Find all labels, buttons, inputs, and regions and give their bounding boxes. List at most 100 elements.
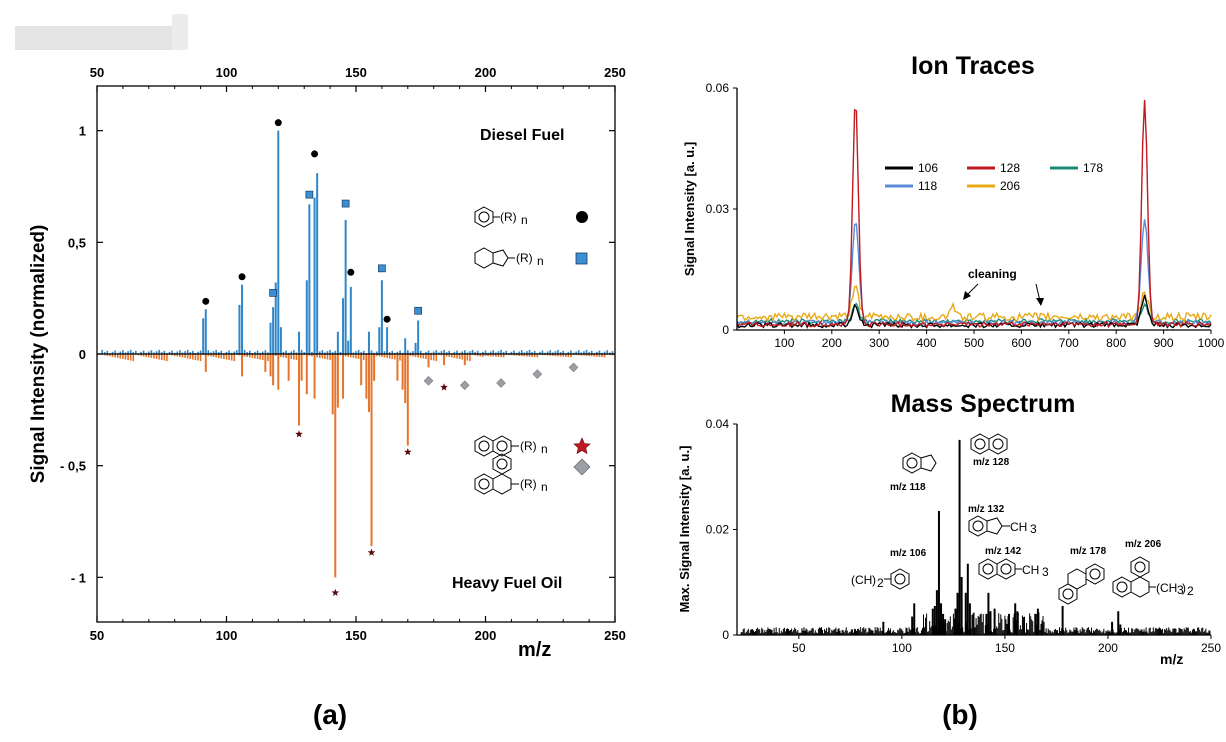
x-tick-label: 700 bbox=[1059, 336, 1079, 350]
y-tick-label: 0.04 bbox=[706, 417, 730, 431]
x-tick-label: 100 bbox=[774, 336, 794, 350]
x-tick-label: 200 bbox=[1098, 641, 1118, 655]
annotation-heavy-fuel-oil: Heavy Fuel Oil bbox=[452, 575, 562, 592]
square-marker bbox=[341, 199, 350, 208]
legend-phenanthrene-label: (R) bbox=[520, 477, 537, 491]
x-tick-label: 800 bbox=[1106, 336, 1126, 350]
x-tick-label-bottom: 250 bbox=[604, 628, 626, 643]
ion-traces-ylabel: Signal Intensity [a. u.] bbox=[682, 142, 697, 276]
ms-label-106: m/z 106 bbox=[890, 548, 927, 559]
ms-ch32-106: (CH bbox=[851, 573, 872, 587]
legend-naphthalene-sub: n bbox=[541, 442, 548, 456]
legend-benzene-sub: n bbox=[521, 213, 528, 227]
diamond-marker bbox=[568, 362, 579, 373]
legend-label-178: 178 bbox=[1083, 161, 1103, 175]
legend-label-128: 128 bbox=[1000, 161, 1020, 175]
panel-a-ticks: 50 50 100 100 150 150 200 200 250 250 1 0,5 0 - 0,5 - … bbox=[60, 65, 626, 643]
x-tick-label-bottom: 50 bbox=[90, 628, 104, 643]
mass-spectrum-ticks: 50 100 150 200 250 0 0.02 0.04 bbox=[706, 417, 1222, 655]
legend-naphthalene: (R) n bbox=[474, 435, 591, 457]
legend-indane: (R) n bbox=[474, 247, 588, 269]
diamond-marker bbox=[423, 375, 434, 386]
legend-phenanthrene-sub: n bbox=[541, 480, 548, 494]
y-tick-label: 0 bbox=[722, 323, 729, 337]
ms-label-206: m/z 206 bbox=[1125, 539, 1162, 550]
star-marker bbox=[440, 383, 448, 391]
x-tick-label: 200 bbox=[822, 336, 842, 350]
ms-ch3-132: CH bbox=[1010, 520, 1027, 534]
x-tick-label-bottom: 100 bbox=[216, 628, 238, 643]
cleaning-arrows bbox=[963, 283, 1044, 306]
y-tick-label: 0.02 bbox=[706, 523, 730, 537]
legend-naphthalene-label: (R) bbox=[520, 439, 537, 453]
x-tick-label-bottom: 200 bbox=[475, 628, 497, 643]
ms-ch32-106-sub: 2 bbox=[877, 576, 884, 590]
x-tick-label: 300 bbox=[869, 336, 889, 350]
mass-spectrum-ylabel: Max. Signal Intensity [a. u.] bbox=[677, 446, 692, 613]
y-tick-label: - 0,5 bbox=[60, 459, 86, 474]
panel-a-positive-series bbox=[101, 130, 614, 354]
ms-ch32-206-close: ) bbox=[1182, 581, 1186, 595]
legend-indane-label: (R) bbox=[516, 251, 533, 265]
ms-structure-118: m/z 118 bbox=[890, 452, 937, 493]
star-marker bbox=[367, 548, 376, 556]
ms-ch32-206-sub: 3 bbox=[1177, 583, 1184, 597]
legend-indane-sub: n bbox=[537, 254, 544, 268]
ms-ch3-132-sub: 3 bbox=[1030, 522, 1037, 536]
ion-traces-ticks: 100 200 300 400 500 600 700 800 900 1000 0 0.03 0.06 bbox=[706, 81, 1225, 350]
x-tick-label: 1000 bbox=[1198, 336, 1225, 350]
panel-a-chart: 50 50 100 100 150 150 200 200 250 250 1 0,5 0 - 0,5 - … bbox=[28, 65, 626, 730]
trace-206 bbox=[736, 285, 1212, 324]
y-tick-label: 0 bbox=[79, 347, 86, 362]
cleaning-annotation: cleaning bbox=[968, 267, 1017, 281]
ion-traces-series bbox=[736, 99, 1212, 329]
ms-ch32-106-close: ) bbox=[872, 573, 876, 587]
panel-a-xlabel: m/z bbox=[518, 639, 551, 661]
ms-structure-128: m/z 128 bbox=[970, 433, 1010, 468]
ms-structure-106: m/z 106 (CH ) 2 bbox=[851, 548, 927, 590]
square-marker bbox=[305, 190, 314, 199]
star-marker bbox=[404, 448, 412, 456]
ms-structure-178: m/z 178 bbox=[1058, 546, 1107, 605]
panel-a-peak-markers bbox=[202, 119, 579, 596]
ms-ch3-142: CH bbox=[1022, 563, 1039, 577]
ion-traces-title: Ion Traces bbox=[911, 52, 1035, 80]
ms-structure-132: m/z 132 CH 3 bbox=[968, 504, 1037, 537]
x-tick-label-top: 250 bbox=[604, 65, 626, 80]
x-tick-label: 50 bbox=[792, 641, 806, 655]
trace-106 bbox=[736, 294, 1212, 329]
x-tick-label-top: 150 bbox=[345, 65, 367, 80]
legend-square-marker bbox=[575, 252, 588, 265]
mass-spectrum-title: Mass Spectrum bbox=[891, 390, 1076, 418]
ms-label-118: m/z 118 bbox=[890, 482, 926, 493]
x-tick-label: 150 bbox=[995, 641, 1015, 655]
panel-b-label: (b) bbox=[942, 699, 978, 730]
ion-traces-axes bbox=[736, 88, 1211, 331]
diamond-marker bbox=[532, 369, 543, 379]
mass-spectrum-xlabel: m/z bbox=[1160, 651, 1183, 667]
y-tick-label: 0.06 bbox=[706, 81, 730, 95]
diamond-marker bbox=[459, 380, 470, 391]
panel-a-negative-series bbox=[101, 354, 614, 578]
square-marker bbox=[269, 289, 277, 297]
ms-label-142: m/z 142 bbox=[985, 546, 1022, 557]
x-tick-label-top: 100 bbox=[216, 65, 238, 80]
star-marker bbox=[331, 588, 340, 596]
ms-structure-206: m/z 206 (CH 3 ) 2 bbox=[1112, 539, 1194, 598]
legend-phenanthrene: (R) n bbox=[474, 453, 591, 495]
ion-traces-legend: 106 128 178 118 206 bbox=[885, 161, 1103, 193]
panel-a-ylabel: Signal Intensity (normalized) bbox=[28, 225, 49, 484]
trace-128 bbox=[736, 99, 1212, 329]
square-marker bbox=[378, 264, 386, 273]
legend-label-106: 106 bbox=[918, 161, 938, 175]
x-tick-label: 400 bbox=[917, 336, 937, 350]
x-tick-label-top: 200 bbox=[475, 65, 497, 80]
legend-label-206: 206 bbox=[1000, 179, 1020, 193]
legend-star-marker bbox=[573, 437, 591, 455]
header-placeholder-bar bbox=[15, 14, 188, 50]
legend-benzene: (R) n bbox=[474, 206, 588, 228]
diamond-marker bbox=[496, 378, 506, 388]
ms-structure-142: m/z 142 CH 3 bbox=[978, 546, 1049, 580]
star-marker bbox=[295, 430, 303, 438]
